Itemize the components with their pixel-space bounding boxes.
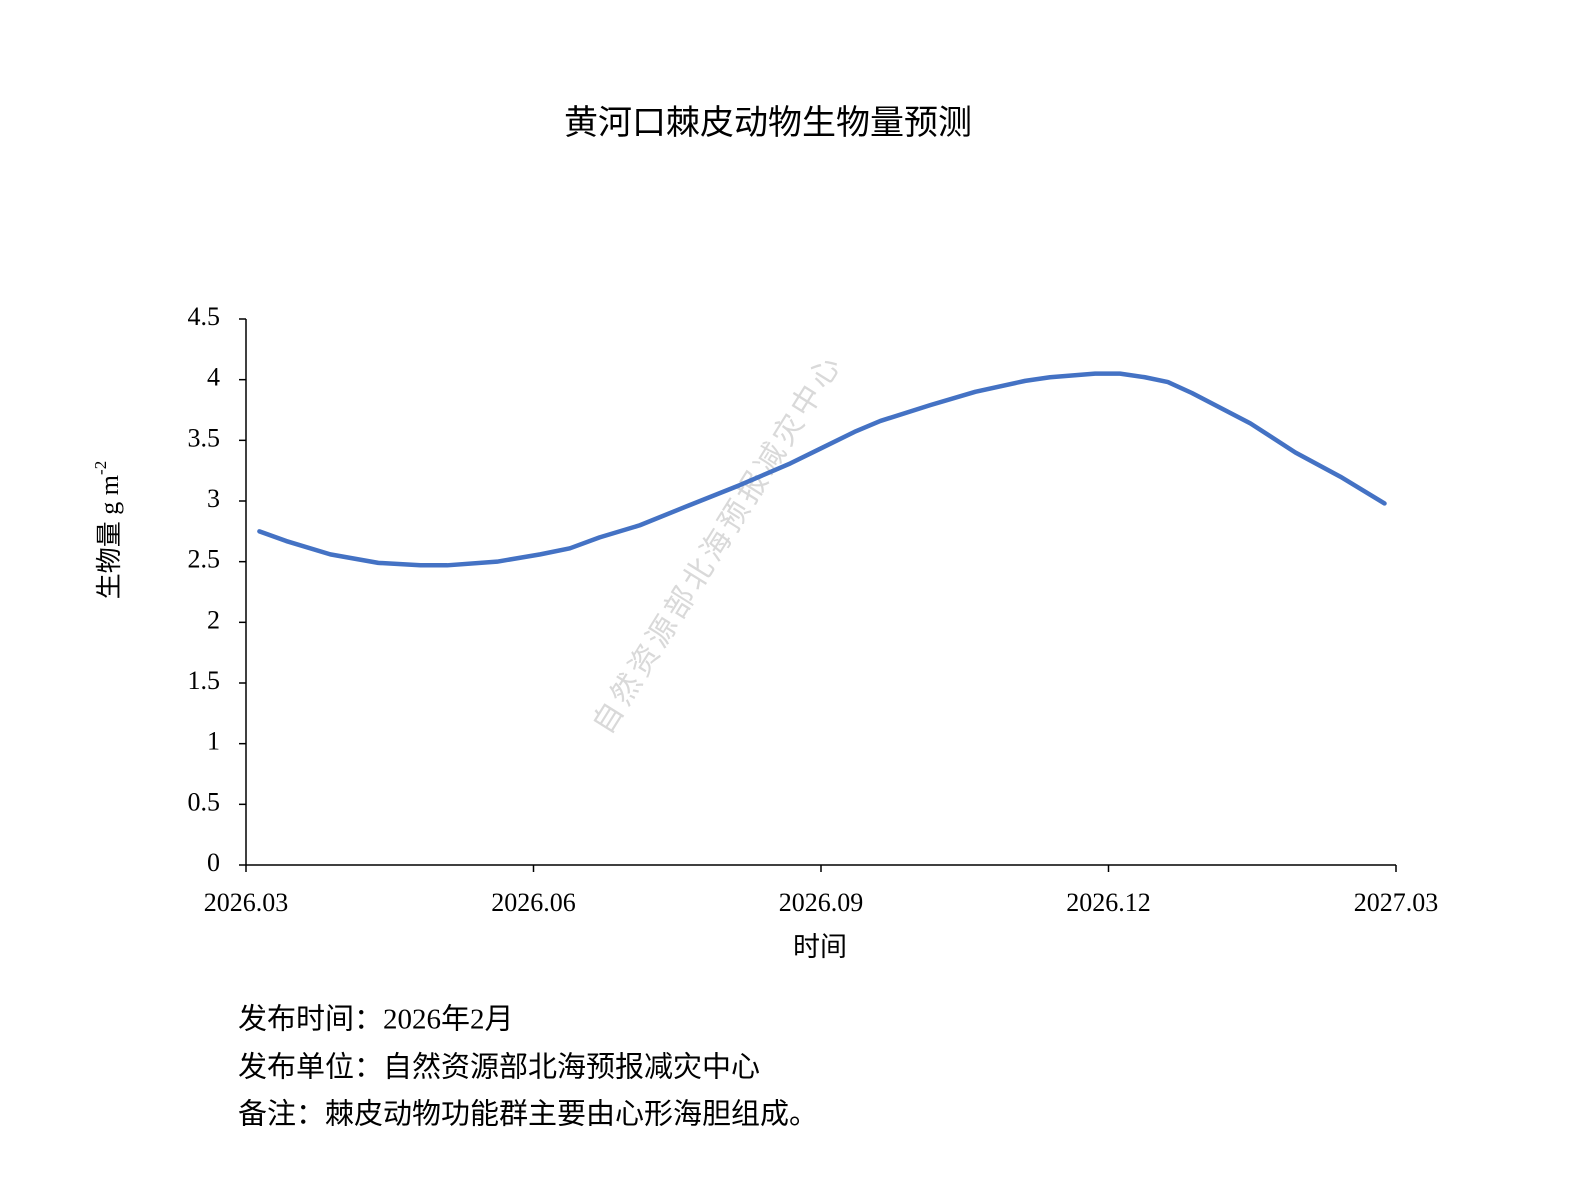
y-axis-title-superscript: -2 [91, 461, 110, 475]
x-tick-label: 2026.12 [1066, 888, 1151, 917]
y-tick-label: 4 [207, 363, 220, 392]
y-tick-label: 1.5 [188, 666, 221, 695]
y-tick-label: 3.5 [188, 423, 221, 452]
y-tick-label: 2 [207, 605, 220, 634]
y-axis-title: 生物量 g m-2 [91, 461, 124, 599]
chart-title: 黄河口棘皮动物生物量预测 [564, 104, 972, 142]
x-tick-label: 2026.09 [779, 888, 864, 917]
footer-line: 发布时间：2026年2月 [238, 1003, 514, 1036]
y-axis-title-text: 生物量 g m [95, 475, 124, 599]
x-axis-title: 时间 [793, 932, 847, 962]
y-tick-label: 4.5 [188, 302, 221, 331]
y-tick-label: 3 [207, 484, 220, 513]
footer-line: 发布单位：自然资源部北海预报减灾中心 [238, 1051, 760, 1084]
x-tick-label: 2026.03 [204, 888, 289, 917]
y-tick-label: 1 [207, 727, 220, 756]
footer-line: 备注：棘皮动物功能群主要由心形海胆组成。 [238, 1098, 818, 1131]
x-tick-label: 2027.03 [1354, 888, 1439, 917]
y-tick-label: 0 [207, 848, 220, 877]
y-tick-label: 0.5 [188, 787, 221, 816]
x-tick-label: 2026.06 [491, 888, 576, 917]
data-line [257, 371, 1387, 568]
y-tick-label: 2.5 [188, 545, 221, 574]
